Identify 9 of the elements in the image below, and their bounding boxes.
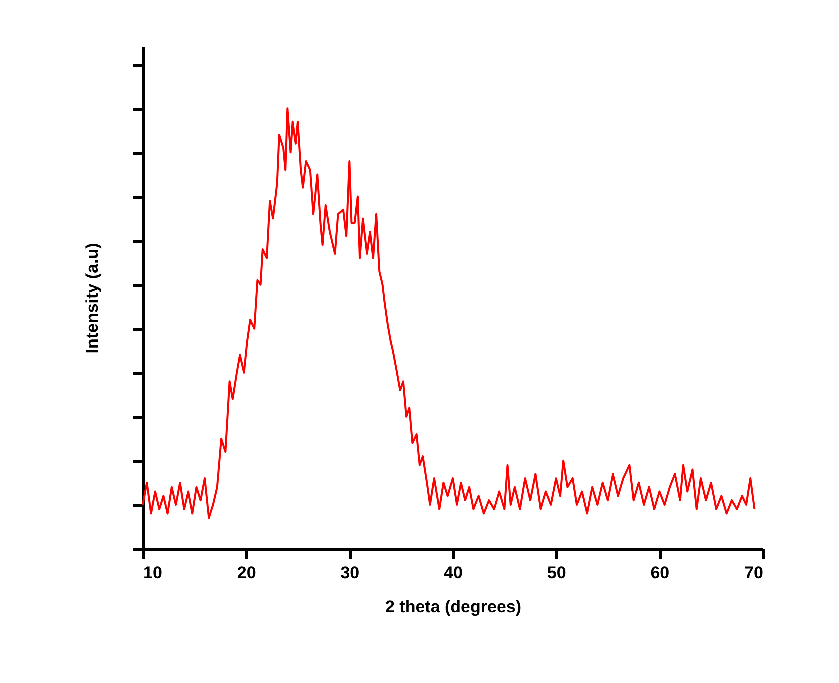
- y-axis-title: Intensity (a.u): [83, 243, 102, 354]
- x-tick-label: 60: [650, 564, 670, 582]
- x-tick-label: 50: [547, 564, 566, 582]
- x-tick-label: 10: [144, 564, 162, 582]
- x-tick-label: 30: [340, 564, 360, 582]
- x-tick-label: 20: [237, 564, 256, 582]
- x-axis-title: 2 theta (degrees): [385, 598, 522, 616]
- x-tick-label: 40: [444, 564, 463, 582]
- x-tick-label: 70: [744, 564, 764, 582]
